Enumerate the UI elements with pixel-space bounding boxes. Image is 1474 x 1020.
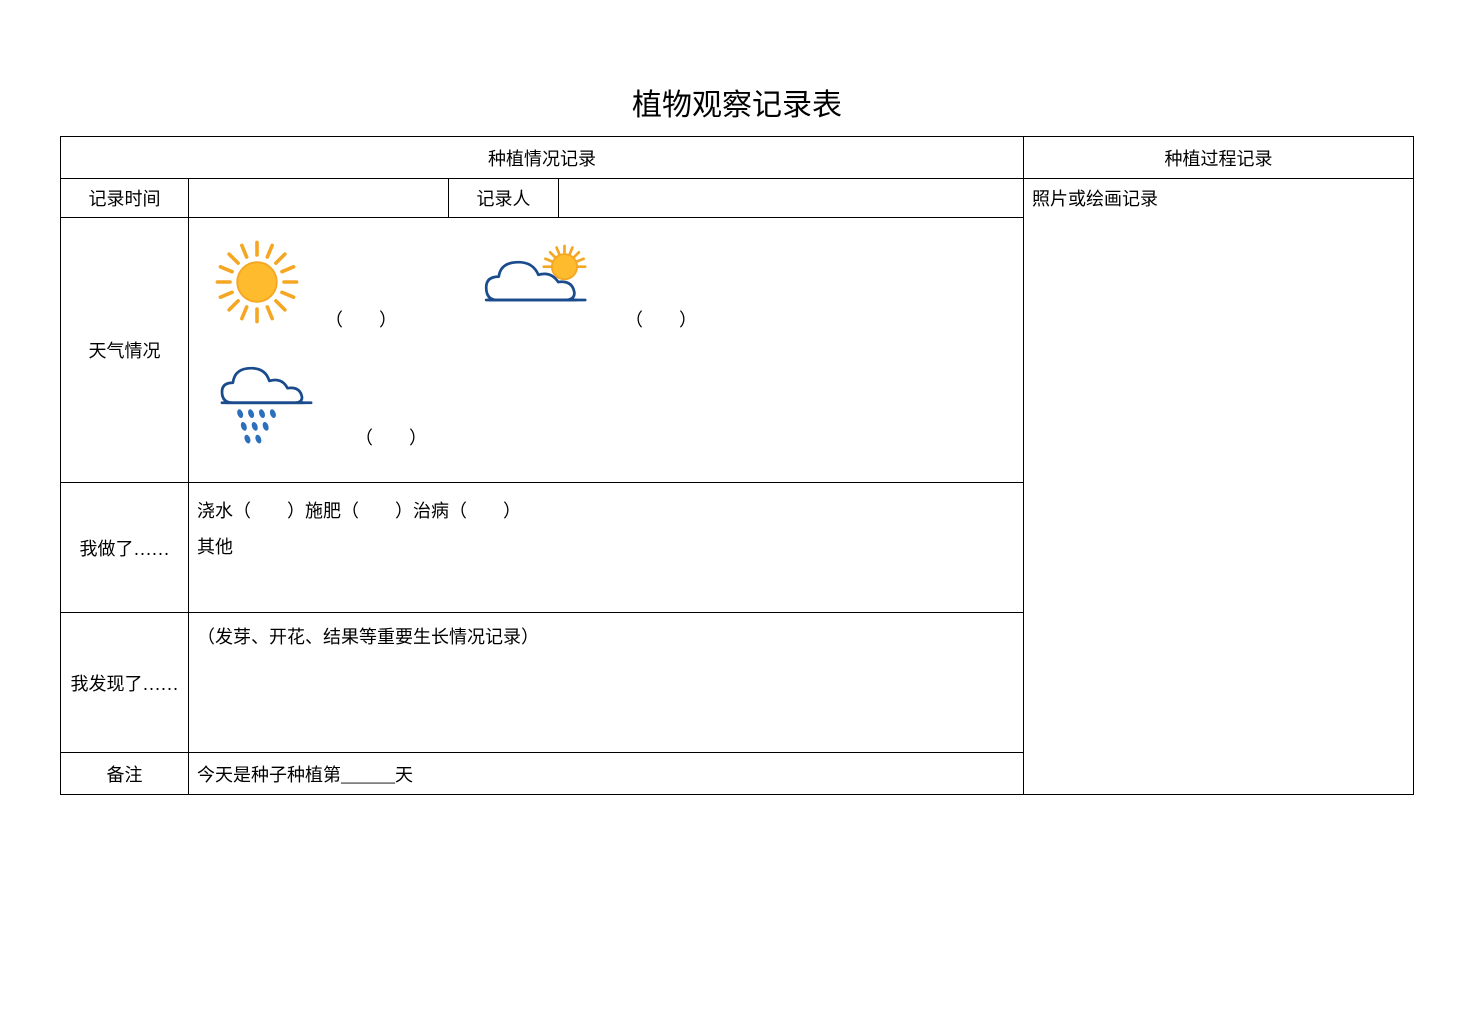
did-line2: 其他	[197, 529, 1015, 565]
rainy-checkbox[interactable]: （ ）	[355, 424, 427, 450]
weather-cell: （ ）	[189, 218, 1024, 483]
sun-icon	[207, 232, 307, 332]
cloudy-sun-icon	[477, 232, 607, 332]
weather-label: 天气情况	[61, 218, 189, 483]
i-found-label: 我发现了……	[61, 613, 189, 753]
note-label: 备注	[61, 753, 189, 795]
i-did-cell[interactable]: 浇水（ ）施肥（ ）治病（ ） 其他	[189, 483, 1024, 613]
did-line1: 浇水（ ）施肥（ ）治病（ ）	[197, 493, 1015, 529]
i-did-label: 我做了……	[61, 483, 189, 613]
i-found-cell[interactable]: （发芽、开花、结果等重要生长情况记录）	[189, 613, 1024, 753]
recorder-input[interactable]	[559, 179, 1024, 218]
recorder-label: 记录人	[449, 179, 559, 218]
found-hint: （发芽、开花、结果等重要生长情况记录）	[197, 623, 1015, 649]
photo-record-area[interactable]: 照片或绘画记录	[1024, 179, 1414, 795]
record-time-input[interactable]	[189, 179, 449, 218]
planting-process-header: 种植过程记录	[1024, 137, 1414, 179]
page-title: 植物观察记录表	[60, 80, 1414, 124]
observation-table: 种植情况记录 种植过程记录 记录时间 记录人 照片或绘画记录 天气情况	[60, 136, 1414, 795]
cloudy-checkbox[interactable]: （ ）	[625, 306, 697, 332]
planting-status-header: 种植情况记录	[61, 137, 1024, 179]
sunny-checkbox[interactable]: （ ）	[325, 306, 397, 332]
note-cell[interactable]: 今天是种子种植第______天	[189, 753, 1024, 795]
rain-icon	[207, 350, 337, 450]
record-time-label: 记录时间	[61, 179, 189, 218]
